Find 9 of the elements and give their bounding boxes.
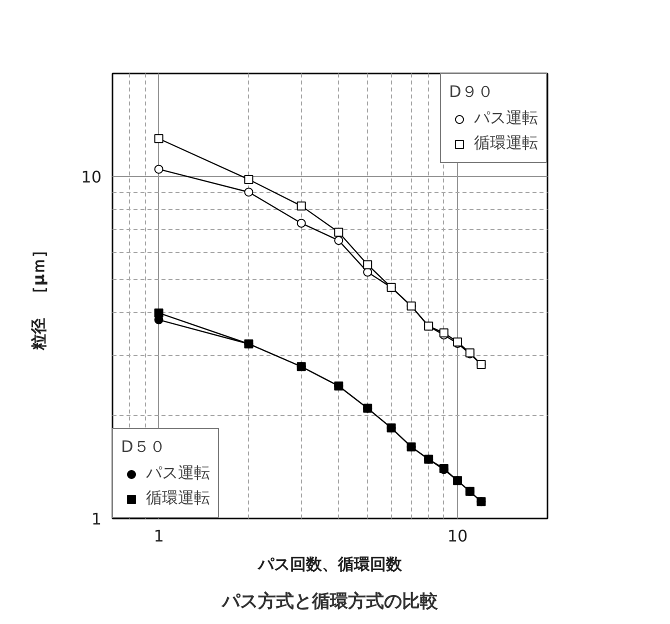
- legend-label: 循環運転: [146, 488, 210, 509]
- legend-label: パス運転: [146, 463, 210, 484]
- text: パス方式と循環方式の比較: [221, 591, 439, 612]
- text: D９０: [449, 82, 494, 101]
- legend-label: パス運転: [474, 108, 538, 129]
- legend-label: 循環運転: [474, 133, 538, 154]
- x-axis-title: パス回数、循環回数: [257, 554, 403, 574]
- y-axis-title: 粒径 ［μｍ］: [29, 242, 48, 351]
- text: D５０: [121, 437, 166, 456]
